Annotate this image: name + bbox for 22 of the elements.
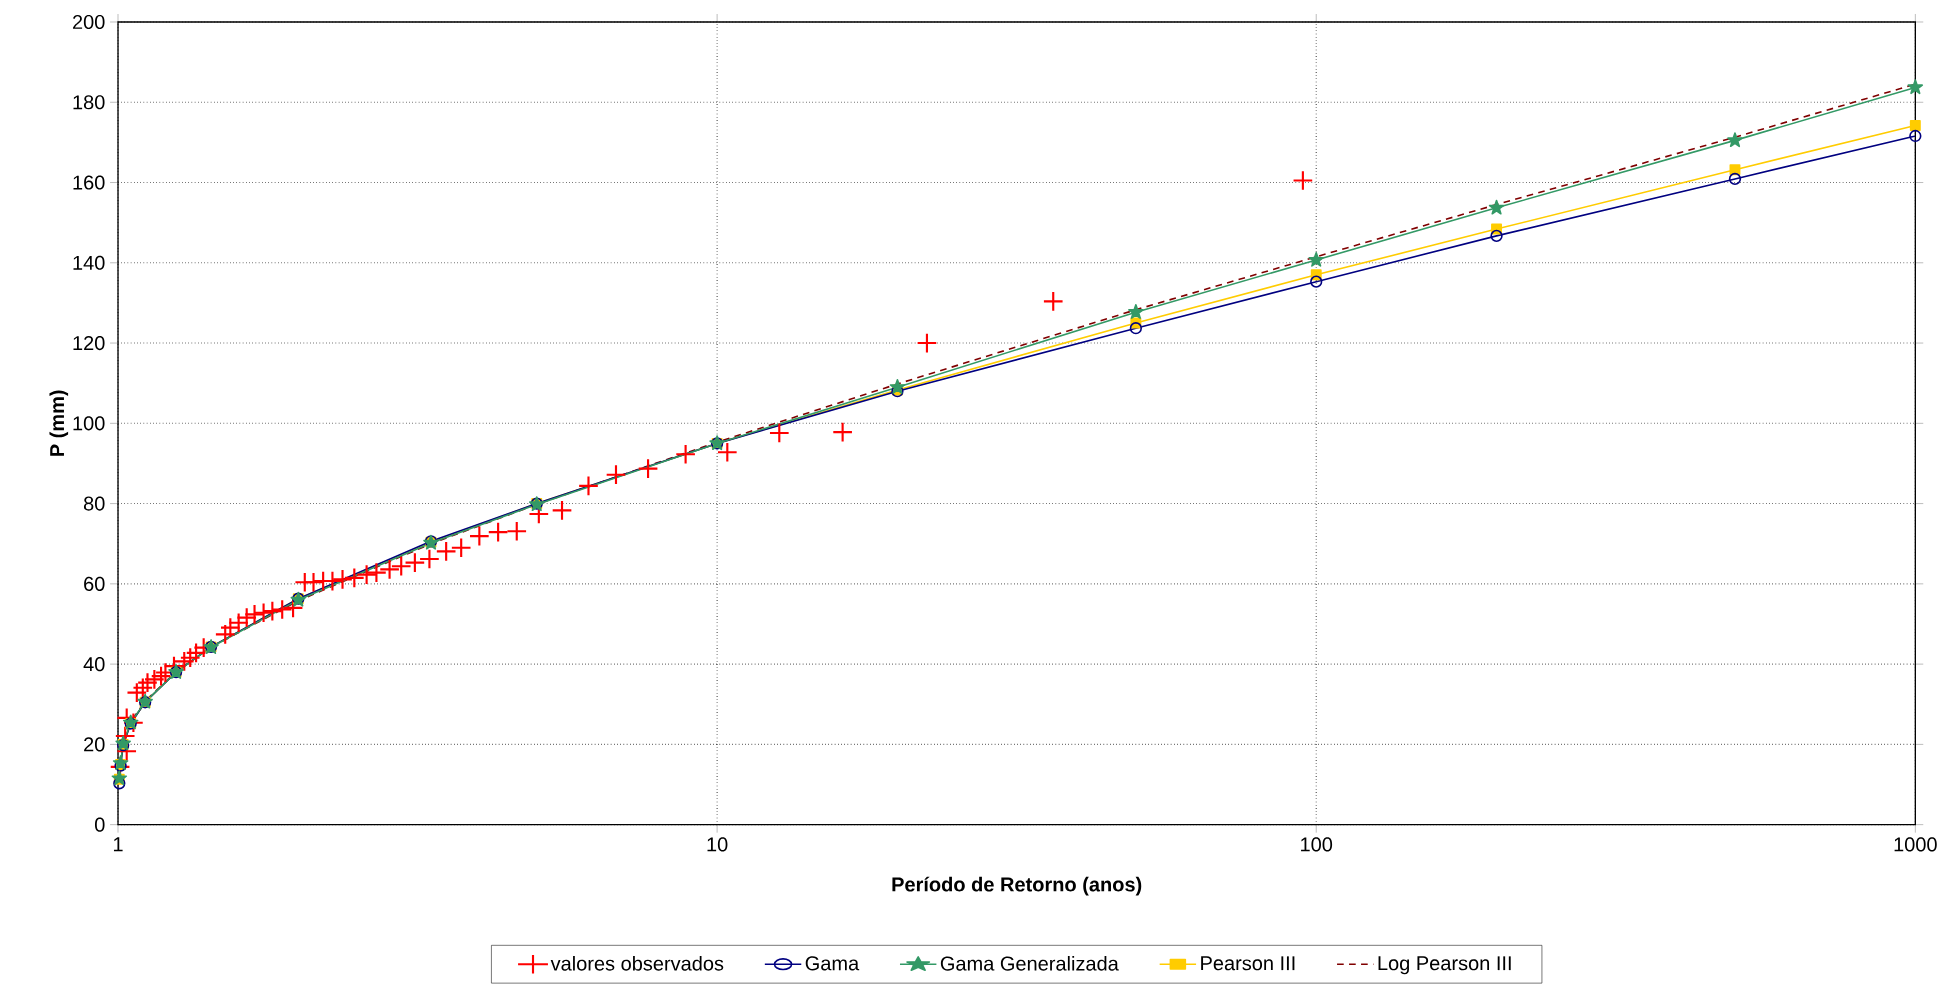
- x-tick-label: 100: [1301, 837, 1333, 852]
- y-tick-label: 0: [95, 817, 105, 832]
- legend-label: Gama: [805, 956, 860, 971]
- legend-label: Pearson III: [1201, 956, 1295, 971]
- x-tick-label: 10: [707, 837, 728, 852]
- y-tick-label: 60: [84, 576, 105, 591]
- legend-label: Gama Generalizada: [940, 955, 1119, 971]
- y-tick-label: 40: [83, 657, 105, 672]
- y-tick-label: 120: [73, 335, 105, 351]
- y-tick-label: 180: [73, 95, 105, 110]
- y-tick-label: 100: [73, 416, 105, 431]
- y-tick-label: 200: [72, 14, 105, 30]
- legend-label: valores observados: [550, 955, 724, 971]
- y-axis-title: P (mm): [49, 390, 69, 456]
- x-tick-label: 1000: [1894, 837, 1937, 852]
- x-tick-label: 1: [113, 837, 123, 852]
- y-tick-label: 80: [83, 496, 105, 511]
- y-tick-label: 140: [73, 255, 105, 270]
- legend-label: Log Pearson III: [1378, 956, 1511, 975]
- x-axis-title: Período de Retorno (anos): [892, 876, 1142, 896]
- y-tick-label: 20: [84, 737, 105, 752]
- y-tick-label: 160: [73, 175, 105, 190]
